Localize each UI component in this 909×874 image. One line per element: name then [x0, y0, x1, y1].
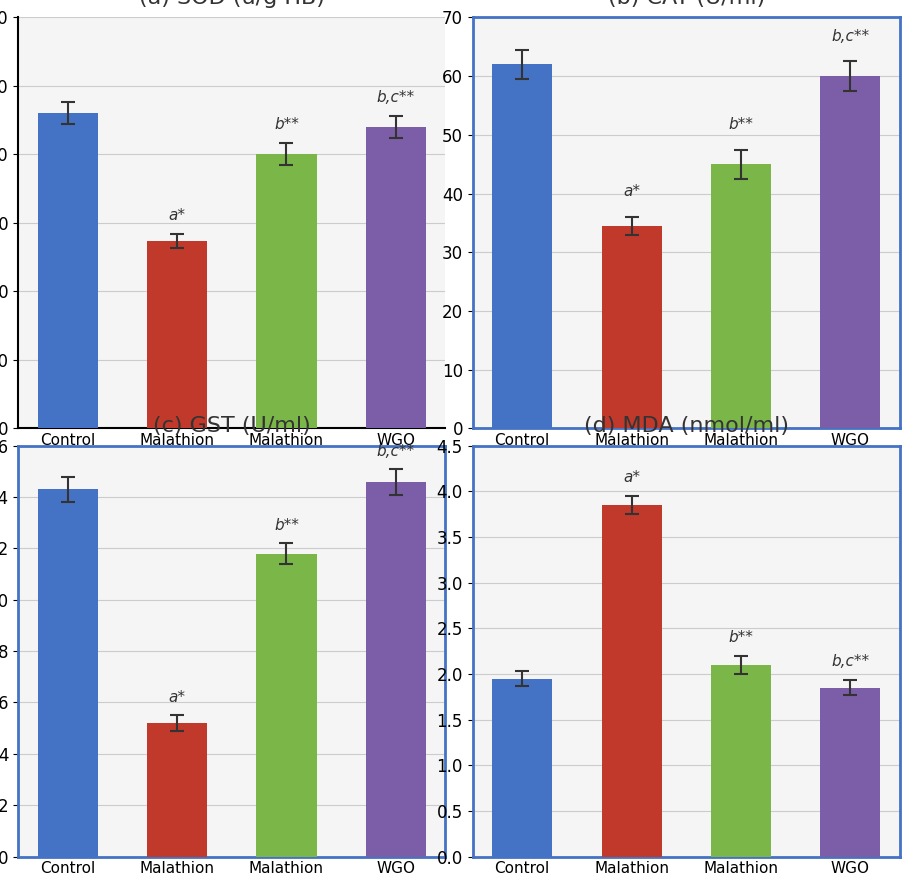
Text: b,c**: b,c** — [832, 655, 870, 669]
Bar — [256, 155, 316, 428]
Text: b**: b** — [728, 630, 754, 645]
Bar — [37, 114, 98, 428]
Title: (a) SOD (u/g HB): (a) SOD (u/g HB) — [139, 0, 325, 8]
Bar — [147, 240, 207, 428]
Text: a*: a* — [623, 184, 640, 199]
Bar — [256, 553, 316, 857]
Text: b**: b** — [728, 117, 754, 132]
Bar — [365, 127, 426, 428]
Text: a*: a* — [623, 470, 640, 485]
Text: a*: a* — [168, 208, 185, 223]
Text: b,c**: b,c** — [832, 29, 870, 44]
Text: b,c**: b,c** — [377, 90, 415, 105]
Bar — [711, 665, 771, 857]
Title: (d) MDA (nmol/ml): (d) MDA (nmol/ml) — [584, 416, 789, 436]
Text: b**: b** — [274, 518, 299, 533]
Title: (b) CAT (U/ml): (b) CAT (U/ml) — [608, 0, 764, 8]
Bar — [37, 489, 98, 857]
Bar — [365, 482, 426, 857]
Bar — [602, 505, 662, 857]
Title: (c) GST (U/ml): (c) GST (U/ml) — [153, 416, 311, 436]
Text: a*: a* — [168, 690, 185, 705]
Text: b**: b** — [274, 117, 299, 133]
Bar — [820, 688, 881, 857]
Bar — [711, 164, 771, 428]
Bar — [820, 76, 881, 428]
Bar — [147, 723, 207, 857]
Bar — [492, 678, 553, 857]
Bar — [602, 225, 662, 428]
Text: b,c**: b,c** — [377, 444, 415, 459]
Bar — [492, 65, 553, 428]
